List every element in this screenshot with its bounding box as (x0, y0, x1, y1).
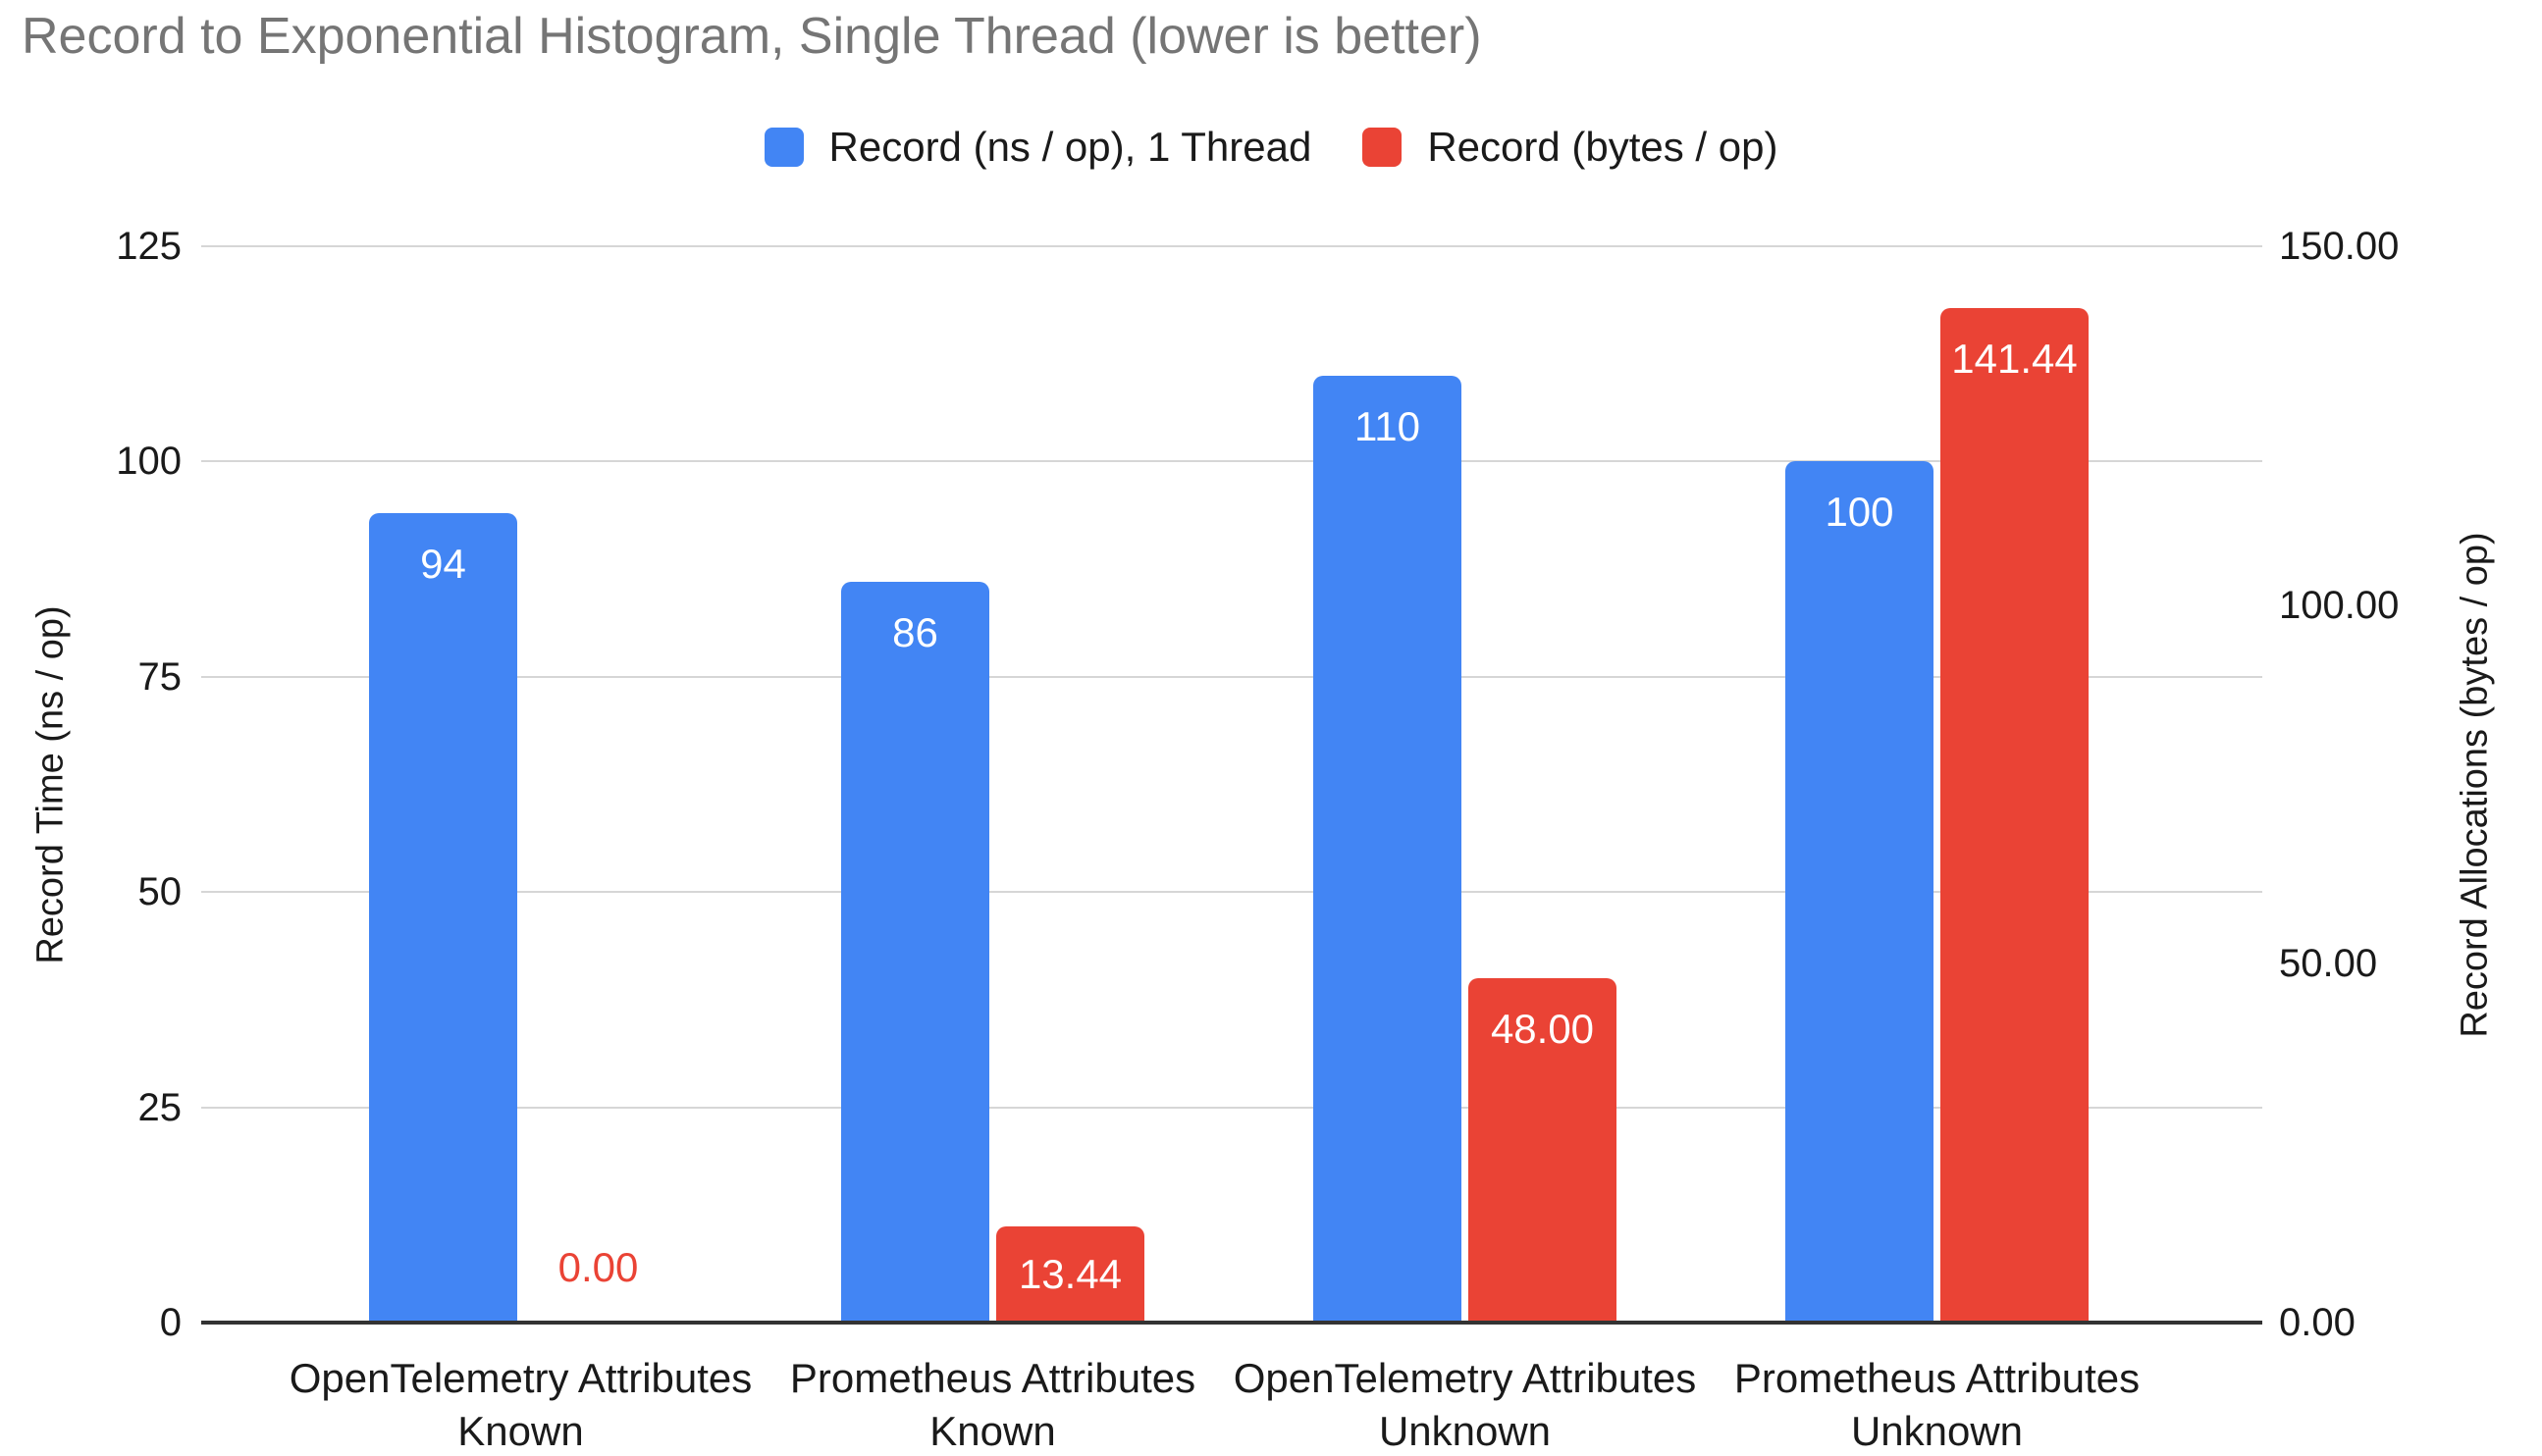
legend-item-record-bytes: Record (bytes / op) (1362, 124, 1777, 171)
right-axis-tick-label: 0.00 (2279, 1301, 2356, 1344)
bar-record-ns (841, 582, 989, 1323)
x-axis-line (201, 1321, 2262, 1325)
legend-label: Record (bytes / op) (1427, 124, 1778, 170)
bar-record-ns (369, 513, 517, 1323)
category-label: Prometheus Attributes Unknown (1733, 1355, 2141, 1454)
bar-data-label: 0.00 (557, 1244, 639, 1290)
gridline (201, 675, 2262, 678)
left-axis-tick-label: 0 (159, 1301, 182, 1344)
gridline (201, 460, 2262, 463)
right-axis-tick-label: 50.00 (2279, 942, 2378, 986)
left-axis-tick-label: 25 (137, 1085, 183, 1129)
bar-record-bytes (996, 1225, 1144, 1323)
bar-data-label: 141.44 (1951, 335, 2078, 382)
left-axis-tick-label: 100 (116, 440, 182, 484)
legend-swatch-red-icon (1362, 128, 1403, 167)
bar-data-label: 100 (1825, 489, 1894, 536)
category-label: Prometheus Attributes Known (789, 1355, 1196, 1454)
legend-swatch-blue-icon (764, 128, 804, 167)
chart-title: Record to Exponential Histogram, Single … (22, 8, 1482, 65)
bar-data-label: 13.44 (1018, 1250, 1123, 1297)
legend-item-record-ns: Record (ns / op), 1 Thread (764, 124, 1312, 171)
bar-record-bytes (1468, 977, 1616, 1323)
bar-data-label: 86 (892, 609, 938, 656)
left-axis-tick-label: 75 (137, 654, 183, 699)
bar-data-label: 94 (420, 541, 466, 588)
bar-data-label: 110 (1354, 402, 1420, 449)
bar-record-ns (1313, 375, 1461, 1323)
gridline (201, 1106, 2262, 1109)
legend: Record (ns / op), 1 Thread Record (bytes… (0, 120, 2542, 175)
category-label: OpenTelemetry Attributes Unknown (1233, 1355, 1697, 1454)
right-axis-tick-label: 100.00 (2279, 583, 2400, 627)
bar-record-bytes (1940, 307, 2089, 1323)
right-axis-tick-label: 150.00 (2279, 225, 2400, 268)
gridline (201, 891, 2262, 894)
category-label: OpenTelemetry Attributes Known (289, 1355, 753, 1454)
gridline (201, 245, 2262, 247)
bar-data-label: 48.00 (1490, 1005, 1595, 1052)
bar-record-ns (1785, 461, 1933, 1323)
left-axis-tick-label: 50 (137, 870, 183, 914)
plot-area (201, 245, 2262, 1325)
left-axis-tick-label: 125 (116, 225, 182, 268)
legend-label: Record (ns / op), 1 Thread (828, 124, 1312, 170)
